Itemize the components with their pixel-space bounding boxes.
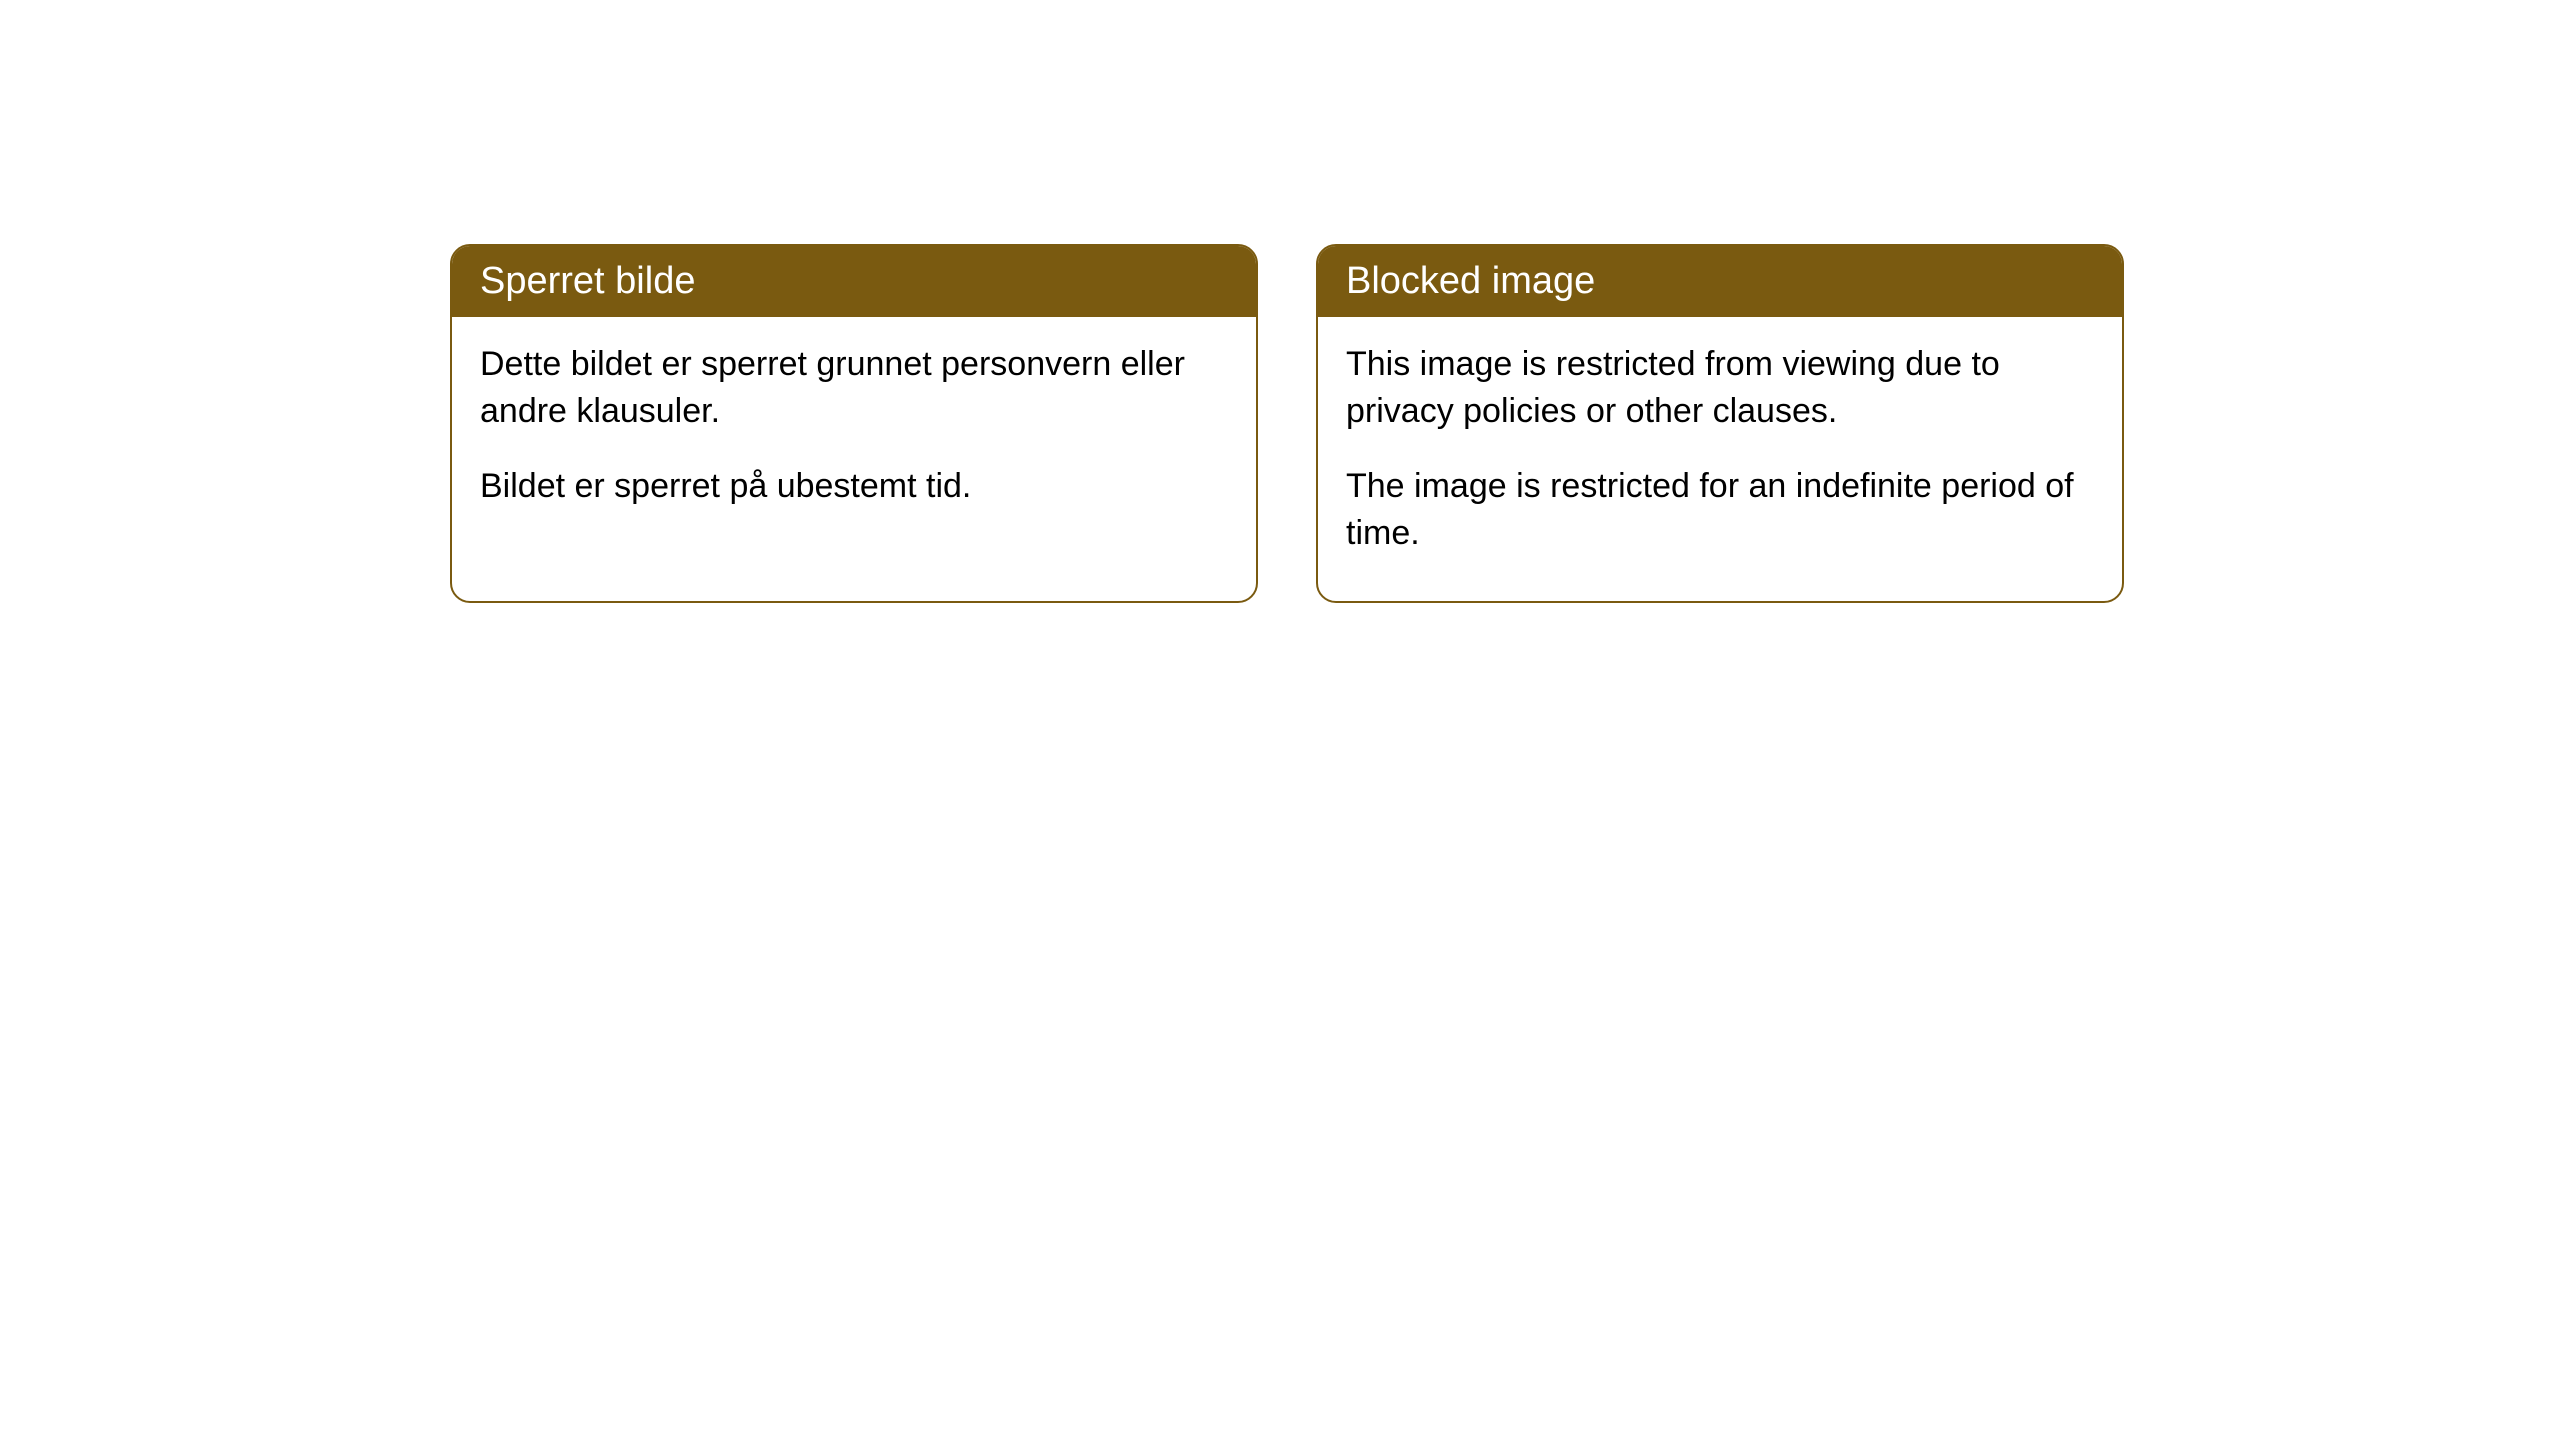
card-header: Blocked image [1318,246,2122,317]
notice-paragraph-2: The image is restricted for an indefinit… [1346,463,2094,557]
card-header: Sperret bilde [452,246,1256,317]
notice-paragraph-1: Dette bildet er sperret grunnet personve… [480,341,1228,435]
notice-cards-container: Sperret bilde Dette bildet er sperret gr… [450,244,2560,603]
notice-card-norwegian: Sperret bilde Dette bildet er sperret gr… [450,244,1258,603]
notice-paragraph-1: This image is restricted from viewing du… [1346,341,2094,435]
notice-card-english: Blocked image This image is restricted f… [1316,244,2124,603]
card-body: This image is restricted from viewing du… [1318,317,2122,601]
card-body: Dette bildet er sperret grunnet personve… [452,317,1256,554]
notice-paragraph-2: Bildet er sperret på ubestemt tid. [480,463,1228,510]
